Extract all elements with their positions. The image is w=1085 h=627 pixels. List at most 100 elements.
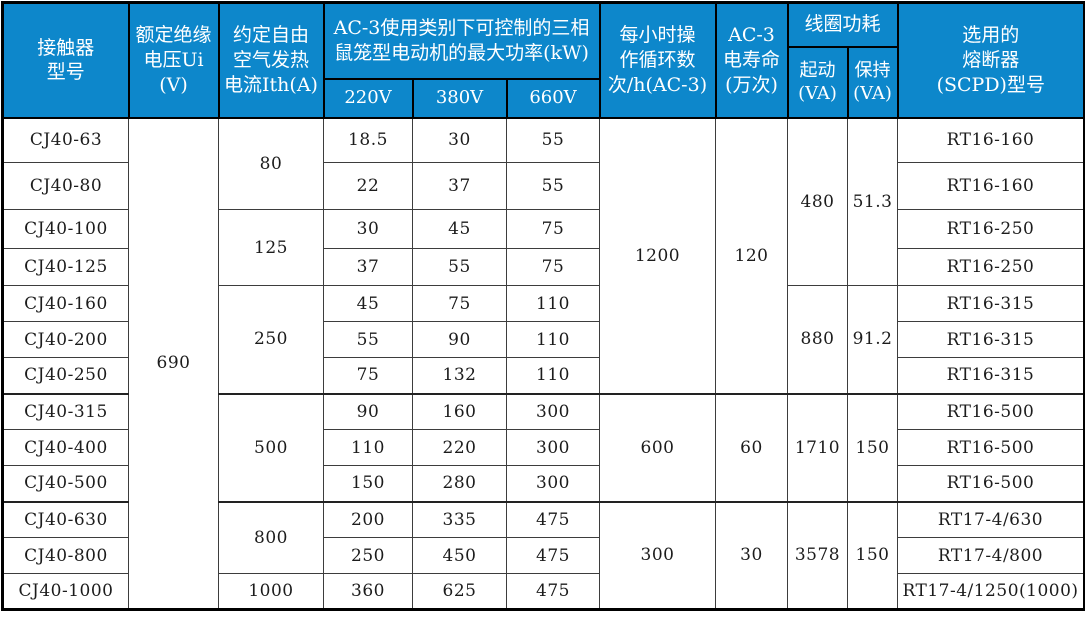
fuse-cell: RT16-500 (897, 392, 1085, 430)
header-220v: 220V (322, 77, 414, 119)
table-body: CJ40-63 690 80 18.5 30 55 1200 120 480 5… (2, 117, 1085, 610)
kw220-cell: 250 (323, 537, 413, 574)
model-cell: CJ40-100 (2, 209, 129, 249)
table-row: CJ40-800 250 450 475 RT17-4/800 (2, 537, 1085, 574)
kw380-cell: 450 (412, 537, 507, 574)
model-cell: CJ40-200 (2, 321, 129, 358)
kw660-cell: 110 (506, 285, 600, 322)
table-row: CJ40-80 22 37 55 RT16-160 (2, 162, 1085, 210)
page: 接触器 型号 额定绝缘 电压Ui (V) 约定自由 空气发热 电流Ith(A) … (1, 1, 1085, 611)
kw380-cell: 75 (412, 285, 507, 322)
kw220-cell: 200 (323, 500, 413, 538)
cycles-cell: 1200 (599, 117, 716, 394)
coil-start-cell: 3578 (787, 500, 848, 610)
coil-start-cell: 1710 (787, 392, 848, 502)
ith-cell: 125 (218, 209, 324, 286)
coil-hold-cell: 91.2 (846, 285, 899, 394)
header-fuse-scpd: 选用的 熔断器 (SCPD)型号 (896, 1, 1085, 119)
coil-start-cell: 880 (787, 285, 848, 394)
kw660-cell: 110 (506, 321, 600, 358)
table-row: CJ40-250 75 132 110 RT16-315 (2, 357, 1085, 394)
model-cell: CJ40-80 (2, 162, 129, 210)
kw660-cell: 75 (506, 248, 600, 286)
kw660-cell: 475 (506, 537, 600, 574)
fuse-cell: RT16-250 (897, 248, 1085, 286)
model-cell: CJ40-125 (2, 248, 129, 286)
coil-hold-cell: 150 (846, 500, 899, 610)
kw660-cell: 300 (506, 429, 600, 466)
ith-cell: 1000 (218, 573, 324, 610)
model-cell: CJ40-500 (2, 465, 129, 502)
model-cell: CJ40-63 (2, 117, 129, 163)
kw220-cell: 37 (323, 248, 413, 286)
table-row: CJ40-200 55 90 110 RT16-315 (2, 321, 1085, 358)
header-operating-cycles: 每小时操 作循环数 次/h(AC-3) (598, 1, 717, 119)
kw380-cell: 90 (412, 321, 507, 358)
coil-start-cell: 480 (787, 117, 848, 286)
kw220-cell: 360 (323, 573, 413, 610)
coil-hold-cell: 150 (846, 392, 899, 502)
fuse-cell: RT16-160 (897, 162, 1085, 210)
fuse-cell: RT16-315 (897, 285, 1085, 322)
kw380-cell: 37 (412, 162, 507, 210)
table-row: CJ40-63 690 80 18.5 30 55 1200 120 480 5… (2, 117, 1085, 610)
kw660-cell: 300 (506, 392, 600, 430)
kw220-cell: 55 (323, 321, 413, 358)
kw380-cell: 335 (412, 500, 507, 538)
kw660-cell: 475 (506, 573, 600, 610)
header-rated-insulation-voltage: 额定绝缘 电压Ui (V) (127, 1, 220, 119)
header-thermal-current: 约定自由 空气发热 电流Ith(A) (217, 1, 325, 119)
fuse-cell: RT16-500 (897, 429, 1085, 466)
kw220-cell: 150 (323, 465, 413, 502)
model-cell: CJ40-400 (2, 429, 129, 466)
fuse-cell: RT17-4/800 (897, 537, 1085, 574)
contactor-spec-table: 接触器 型号 额定绝缘 电压Ui (V) 约定自由 空气发热 电流Ith(A) … (1, 1, 1085, 611)
ith-cell: 250 (218, 285, 324, 394)
fuse-cell: RT16-500 (897, 465, 1085, 502)
header-coil-hold: 保持 (VA) (846, 45, 899, 119)
table-row: CJ40-500 150 280 300 RT16-500 (2, 465, 1085, 502)
kw220-cell: 90 (323, 392, 413, 430)
table-row: CJ40-100 125 30 45 75 RT16-250 (2, 209, 1085, 286)
kw660-cell: 55 (506, 162, 600, 210)
table-header: 接触器 型号 额定绝缘 电压Ui (V) 约定自由 空气发热 电流Ith(A) … (1, 1, 1085, 119)
model-cell: CJ40-315 (2, 392, 129, 430)
kw220-cell: 45 (323, 285, 413, 322)
model-cell: CJ40-160 (2, 285, 129, 322)
table-row: CJ40-160 250 45 75 110 880 91.2 RT16-315 (2, 285, 1085, 394)
kw380-cell: 280 (412, 465, 507, 502)
life-cell: 120 (715, 117, 788, 394)
header-coil-consumption: 线圈功耗 (786, 1, 899, 48)
model-cell: CJ40-800 (2, 537, 129, 574)
fuse-cell: RT16-315 (897, 357, 1085, 394)
kw380-cell: 55 (412, 248, 507, 286)
kw220-cell: 75 (323, 357, 413, 394)
kw380-cell: 30 (412, 117, 507, 163)
kw380-cell: 625 (412, 573, 507, 610)
fuse-cell: RT16-250 (897, 209, 1085, 249)
cycles-cell: 600 (599, 392, 716, 502)
kw380-cell: 160 (412, 392, 507, 430)
kw380-cell: 45 (412, 209, 507, 249)
kw380-cell: 132 (412, 357, 507, 394)
kw660-cell: 55 (506, 117, 600, 163)
header-contactor-model: 接触器 型号 (1, 1, 130, 119)
ith-cell: 800 (218, 500, 324, 574)
ith-cell: 500 (218, 392, 324, 502)
table-row: CJ40-125 37 55 75 RT16-250 (2, 248, 1085, 286)
ith-cell: 80 (218, 117, 324, 210)
table-row: CJ40-630 800 200 335 475 300 30 3578 150… (2, 500, 1085, 610)
table-row: CJ40-1000 1000 360 625 475 RT17-4/1250(1… (2, 573, 1085, 610)
header-660v: 660V (505, 77, 601, 119)
model-cell: CJ40-250 (2, 357, 129, 394)
kw660-cell: 110 (506, 357, 600, 394)
header-ac3-max-power: AC-3使用类别下可控制的三相 鼠笼型电动机的最大功率(kW) (322, 1, 601, 80)
ui-cell: 690 (128, 117, 219, 610)
kw660-cell: 75 (506, 209, 600, 249)
kw660-cell: 475 (506, 500, 600, 538)
kw220-cell: 30 (323, 209, 413, 249)
life-cell: 60 (715, 392, 788, 502)
model-cell: CJ40-630 (2, 500, 129, 538)
cycles-cell: 300 (599, 500, 716, 610)
coil-hold-cell: 51.3 (846, 117, 899, 286)
